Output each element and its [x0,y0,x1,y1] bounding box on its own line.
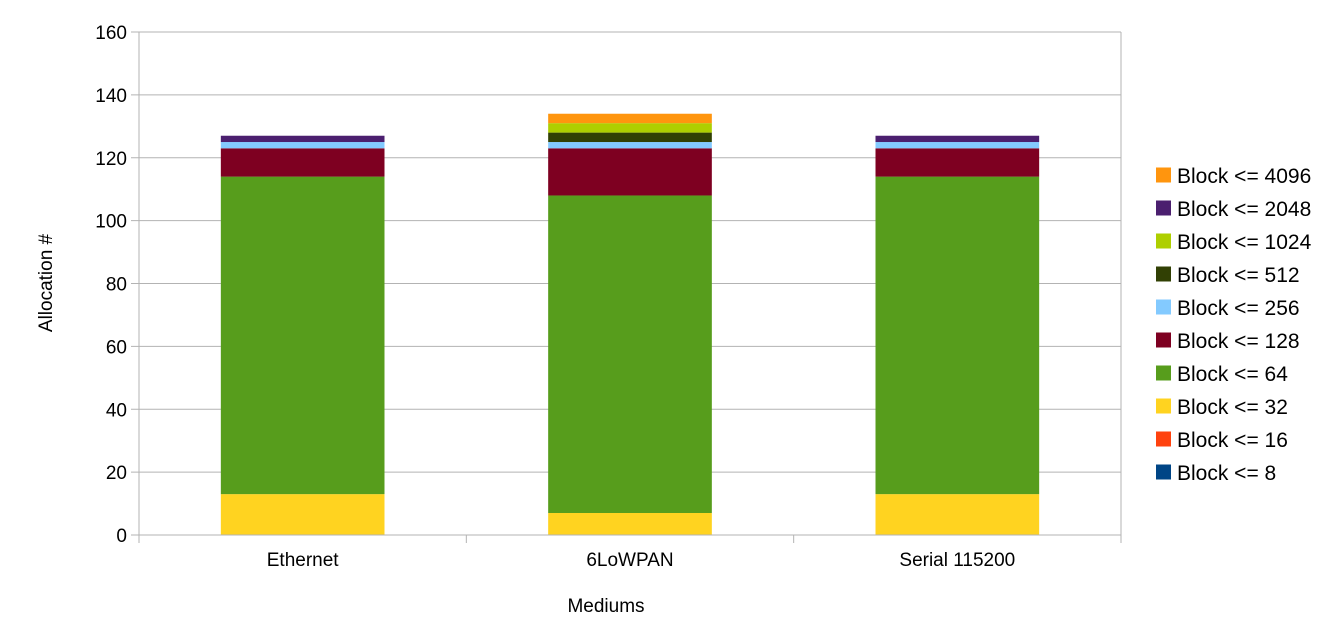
legend-label: Block <= 64 [1177,363,1288,386]
x-axis-title: Mediums [567,596,644,617]
legend-label: Block <= 32 [1177,396,1288,419]
y-tick-label: 80 [106,275,127,296]
bar-segment [548,113,712,124]
legend-swatch [1156,233,1171,249]
bar-segment [875,176,1040,495]
legend-swatch [1156,167,1171,183]
legend-item: Block <= 4096 [1156,165,1311,188]
x-tick-label: Serial 115200 [899,550,1015,571]
y-tick-label: 160 [95,23,127,44]
legend-swatch [1156,464,1171,480]
legend-label: Block <= 512 [1177,264,1300,287]
legend-label: Block <= 16 [1177,429,1288,452]
ticks-layer: 0 20 40 60 80 100 120 140 160 Ethernet 6LoWPAN Seri… [95,23,1015,571]
legend-item: Block <= 16 [1156,429,1288,452]
legend-label: Block <= 2048 [1177,198,1311,221]
legend-item: Block <= 512 [1156,264,1300,287]
bar-segment [548,195,712,513]
legend-item: Block <= 2048 [1156,198,1311,221]
legend-item: Block <= 1024 [1156,231,1312,254]
legend: Block <= 4096 Block <= 2048 Block <= 1024 B… [1156,165,1312,485]
bar-segment [875,494,1040,535]
legend-swatch [1156,365,1171,381]
bars-layer [220,113,1040,535]
legend-item: Block <= 256 [1156,297,1300,320]
legend-item: Block <= 8 [1156,462,1276,485]
legend-swatch [1156,398,1171,414]
y-tick-label: 20 [106,463,127,484]
bar-segment [548,148,712,196]
y-tick-label: 100 [95,212,127,233]
bar-segment [220,142,385,149]
legend-label: Block <= 128 [1177,330,1300,353]
x-tick-label: 6LoWPAN [586,550,673,571]
y-axis-title: Allocation # [36,233,57,332]
legend-label: Block <= 4096 [1177,165,1311,188]
legend-swatch [1156,266,1171,282]
bar-segment [220,494,385,535]
bar-segment [548,132,712,143]
x-tick-label: Ethernet [267,550,340,571]
bar-segment [548,142,712,149]
legend-swatch [1156,431,1171,447]
bar-segment [220,135,385,143]
legend-swatch [1156,299,1171,315]
legend-swatch [1156,200,1171,216]
bar-segment [548,123,712,133]
legend-item: Block <= 64 [1156,363,1288,386]
bar-segment [875,135,1040,143]
legend-label: Block <= 1024 [1177,231,1312,254]
legend-label: Block <= 8 [1177,462,1276,485]
bar-segment [875,148,1040,177]
bar-segment [220,148,385,177]
bar-segment [548,512,712,535]
bar-segment [220,176,385,495]
y-tick-label: 0 [116,526,127,547]
y-tick-label: 140 [95,86,127,107]
y-tick-label: 60 [106,337,127,358]
y-tick-label: 120 [95,149,127,170]
legend-swatch [1156,332,1171,348]
legend-item: Block <= 32 [1156,396,1288,419]
y-tick-label: 40 [106,400,127,421]
legend-item: Block <= 128 [1156,330,1300,353]
legend-label: Block <= 256 [1177,297,1300,320]
bar-segment [875,142,1040,149]
axes-layer [131,31,1122,543]
